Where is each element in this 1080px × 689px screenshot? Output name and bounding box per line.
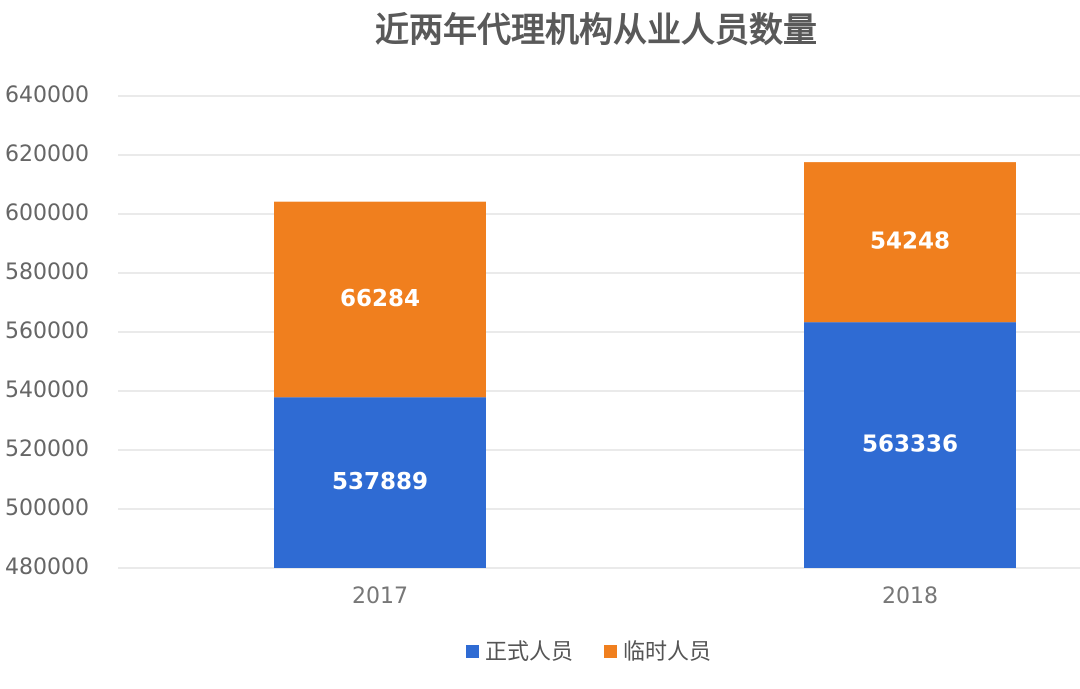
- bar-segment: [804, 322, 1016, 568]
- y-tick-label: 640000: [5, 83, 89, 108]
- data-label: 563336: [862, 432, 958, 458]
- y-tick-label: 580000: [5, 260, 89, 285]
- x-tick-label: 2017: [352, 584, 408, 609]
- bar-segment: [274, 397, 486, 568]
- x-tick-label: 2018: [882, 584, 938, 609]
- data-label: 537889: [332, 469, 428, 495]
- legend-label: 正式人员: [485, 640, 573, 665]
- y-tick-label: 520000: [5, 437, 89, 462]
- y-tick-label: 620000: [5, 142, 89, 167]
- y-tick-label: 480000: [5, 555, 89, 580]
- data-label: 54248: [870, 229, 950, 255]
- y-tick-label: 560000: [5, 319, 89, 344]
- y-tick-label: 600000: [5, 201, 89, 226]
- bar-segment: [274, 201, 486, 398]
- legend-swatch: [466, 645, 479, 658]
- y-tick-label: 540000: [5, 378, 89, 403]
- chart-title: 近两年代理机构从业人员数量: [375, 11, 817, 51]
- data-label: 66284: [340, 286, 420, 312]
- legend-swatch: [604, 645, 617, 658]
- bar-segment: [804, 162, 1016, 323]
- y-tick-label: 500000: [5, 496, 89, 521]
- legend-label: 临时人员: [623, 640, 711, 665]
